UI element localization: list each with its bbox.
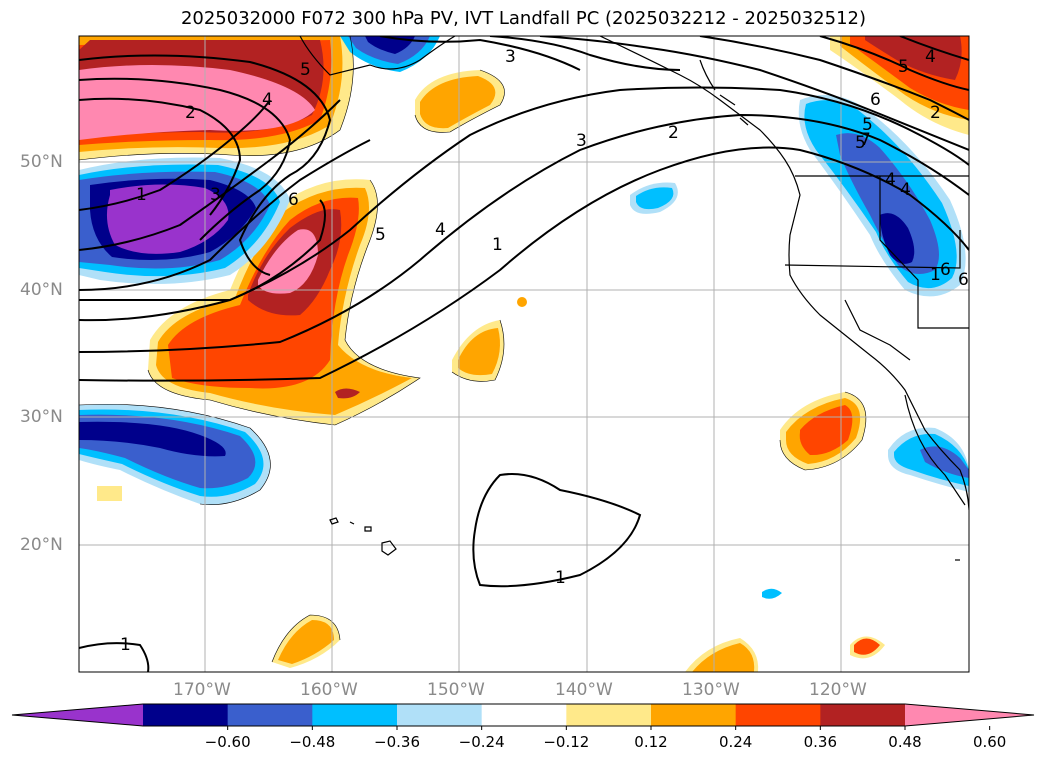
colorbar-tick-label: −0.36 bbox=[374, 733, 420, 751]
colorbar-segment bbox=[312, 704, 398, 726]
lon-tick-150w: 150°W bbox=[427, 680, 485, 700]
colorbar-extend-low bbox=[12, 704, 143, 726]
svg-text:7: 7 bbox=[860, 130, 871, 150]
svg-text:3: 3 bbox=[210, 185, 221, 205]
colorbar-tick-label: 0.60 bbox=[972, 733, 1007, 751]
colorbar-tick-label: −0.60 bbox=[204, 733, 251, 751]
colorbar-tick-label: −0.48 bbox=[289, 733, 336, 751]
map-title: 2025032000 F072 300 hPa PV, IVT Landfall… bbox=[180, 8, 867, 29]
colorbar bbox=[11, 703, 1035, 730]
graticule bbox=[79, 36, 969, 672]
coastlines bbox=[299, 36, 969, 561]
svg-text:2: 2 bbox=[668, 123, 679, 143]
colorbar-segment bbox=[566, 704, 652, 726]
svg-text:5: 5 bbox=[375, 225, 386, 245]
lat-tick-40: 40°N bbox=[20, 280, 63, 300]
svg-text:4: 4 bbox=[900, 180, 911, 200]
svg-text:4: 4 bbox=[925, 47, 936, 67]
lon-tick-170w: 170°W bbox=[173, 680, 231, 700]
svg-text:1: 1 bbox=[492, 235, 503, 255]
colorbar-segment bbox=[227, 704, 313, 726]
svg-text:6: 6 bbox=[288, 190, 299, 210]
colorbar-segment bbox=[820, 704, 906, 726]
lon-tick-120w: 120°W bbox=[809, 680, 867, 700]
svg-text:1: 1 bbox=[136, 185, 147, 205]
svg-text:2: 2 bbox=[930, 103, 941, 123]
svg-text:6: 6 bbox=[940, 260, 951, 280]
positive-anomaly-regions bbox=[79, 36, 969, 672]
lon-tick-160w: 160°W bbox=[300, 680, 358, 700]
svg-text:6: 6 bbox=[958, 270, 969, 290]
svg-text:4: 4 bbox=[262, 90, 273, 110]
svg-text:5: 5 bbox=[855, 133, 866, 153]
colorbar-segment bbox=[143, 704, 229, 726]
svg-text:3: 3 bbox=[576, 131, 587, 151]
colorbar-segment bbox=[481, 704, 567, 726]
contour-labels: 3 2 6 5 4 1 6 5 4 3 2 1 2 4 5 3 1 6 5 4 … bbox=[120, 47, 969, 655]
colorbar-tick-label: −0.12 bbox=[543, 733, 590, 751]
svg-text:5: 5 bbox=[898, 57, 909, 77]
lat-tick-20: 20°N bbox=[20, 535, 63, 555]
svg-text:4: 4 bbox=[435, 220, 446, 240]
colorbar-tick-label: 0.12 bbox=[634, 733, 668, 751]
svg-text:2: 2 bbox=[185, 103, 196, 123]
colorbar-tick-label: 0.48 bbox=[888, 733, 922, 751]
colorbar-segment bbox=[397, 704, 483, 726]
svg-text:5: 5 bbox=[300, 60, 311, 80]
svg-text:1: 1 bbox=[930, 265, 941, 285]
colorbar-segment bbox=[735, 704, 821, 726]
svg-text:5: 5 bbox=[862, 115, 873, 135]
plot-border bbox=[78, 35, 970, 673]
colorbar-outline bbox=[11, 703, 1035, 727]
lat-tick-50: 50°N bbox=[20, 152, 63, 172]
svg-text:1: 1 bbox=[555, 568, 566, 588]
colorbar-extend-high bbox=[905, 704, 1034, 726]
map-plot-area: 3 2 6 5 4 1 6 5 4 3 2 1 2 4 5 3 1 6 5 4 … bbox=[79, 36, 969, 672]
lon-tick-140w: 140°W bbox=[555, 680, 613, 700]
svg-text:4: 4 bbox=[885, 170, 896, 190]
svg-text:1: 1 bbox=[120, 635, 131, 655]
colorbar-segment bbox=[651, 704, 737, 726]
svg-text:3: 3 bbox=[505, 47, 516, 67]
svg-text:6: 6 bbox=[870, 90, 881, 110]
colorbar-tick-label: −0.24 bbox=[458, 733, 505, 751]
lon-tick-130w: 130°W bbox=[682, 680, 740, 700]
colorbar-tick-label: 0.24 bbox=[718, 733, 753, 751]
pv-contours bbox=[79, 36, 969, 672]
colorbar-tick-label: 0.36 bbox=[803, 733, 838, 751]
lat-tick-30: 30°N bbox=[20, 407, 63, 427]
